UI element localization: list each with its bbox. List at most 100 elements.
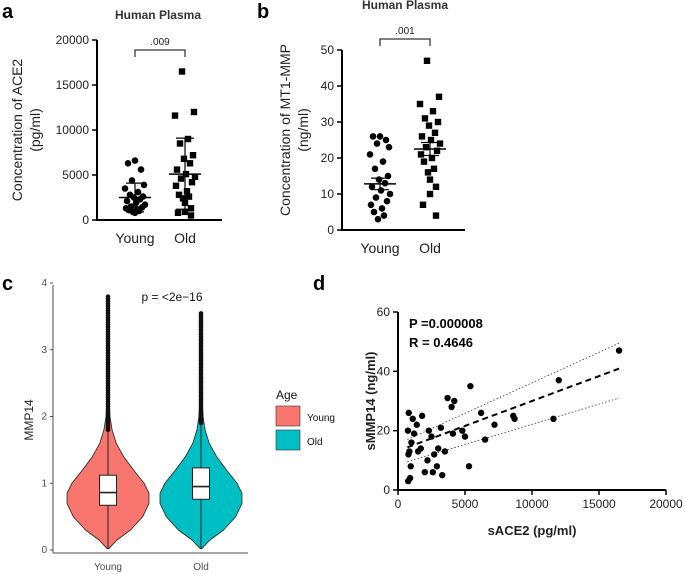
- panel-a-ylabel-line2: (pg/ml): [27, 108, 43, 152]
- panel-b-point-young: [377, 187, 385, 194]
- panel-a-point-old: [187, 212, 195, 219]
- panel-d-ytick-label: 20: [377, 424, 391, 438]
- panel-a-point-old: [177, 175, 185, 182]
- panel-d-point: [449, 430, 457, 437]
- panel-b-point-young: [366, 151, 374, 158]
- panel-d-xtick-label: 20000: [649, 497, 683, 511]
- panel-a-point-old: [189, 152, 197, 159]
- panel-a-point-old: [183, 188, 191, 195]
- panel-b-sig-bracket: [379, 38, 431, 46]
- panel-a-point-young: [121, 185, 129, 192]
- panel-a-ytick-label: 15000: [56, 78, 90, 92]
- panel-d-point: [410, 430, 418, 437]
- panel-b-ytick-label: 20: [321, 151, 335, 165]
- panel-a-ytick-label: 5000: [62, 168, 89, 182]
- panel-d-ytick-label: 40: [377, 364, 391, 378]
- panel-d-ylabel: sMMP14 (ng/ml): [363, 352, 378, 451]
- panel-b-category-old: Old: [419, 240, 441, 256]
- panel-b-point-old: [430, 165, 438, 172]
- panel-b-point-young: [383, 197, 391, 205]
- panel-b-point-old: [418, 133, 426, 140]
- panel-d-point: [439, 471, 446, 479]
- panel-d-point: [433, 463, 441, 470]
- panel-b-ylabel-line1: Concentration of MT1-MMP: [277, 44, 293, 216]
- panel-d-stat-r: R = 0.4646: [409, 335, 473, 350]
- panel-c-category-young: Young: [94, 562, 122, 573]
- panel-d-xtick-label: 0: [395, 497, 402, 511]
- panel-d-regression-line: [407, 367, 620, 449]
- panel-d-point: [465, 463, 473, 470]
- panel-d-point: [467, 382, 474, 390]
- panel-a-point-old: [185, 193, 193, 200]
- panel-d-ytick-label: 60: [377, 305, 391, 319]
- panel-b-ytick-label: 40: [321, 79, 335, 93]
- panel-a-point-young: [124, 160, 132, 167]
- panel-c-ytick-label: 4: [41, 278, 47, 289]
- panel-b-point-young: [375, 176, 383, 183]
- panel-a-sig-bracket: [134, 49, 186, 57]
- panel-d-point: [441, 448, 449, 455]
- panel-d-point: [430, 451, 438, 458]
- panel-a-category-old: Old: [174, 230, 196, 246]
- panel-letter-c: c: [2, 273, 13, 295]
- panel-b-point-old: [432, 212, 440, 219]
- panel-b-point-old: [426, 190, 434, 198]
- panel-c-legend-young-label: Young: [307, 413, 335, 424]
- panel-a-point-old: [188, 179, 196, 186]
- panel-c-pvalue: p = <2e−16: [141, 290, 202, 304]
- panel-d-ytick-label: 0: [383, 483, 390, 497]
- panel-b-point-old: [420, 158, 428, 165]
- panel-a-category-young: Young: [115, 230, 154, 246]
- panel-letter-d: d: [313, 273, 325, 295]
- panel-b-point-old: [426, 176, 434, 183]
- panel-d-point: [444, 394, 451, 402]
- panel-b-chart: Human Plasma Concentration of MT1-MMP (n…: [277, 0, 465, 256]
- panel-a-point-old: [190, 108, 198, 116]
- panel-a-point-old: [178, 68, 186, 75]
- panel-a-significance: .009: [150, 37, 170, 48]
- panel-c-legend-old-label: Old: [307, 437, 323, 448]
- panel-a-point-old: [191, 173, 199, 180]
- panel-a-point-old: [174, 209, 182, 216]
- panel-b-point-young: [382, 136, 390, 144]
- panel-a-ytick-label: 0: [82, 213, 89, 227]
- panel-b-point-young: [386, 190, 394, 198]
- panel-d-point: [615, 347, 623, 354]
- panel-c-box-young: [99, 474, 117, 506]
- panel-b-point-old: [428, 154, 436, 162]
- panel-a-point-young: [131, 157, 139, 164]
- panel-b-point-young: [369, 133, 377, 140]
- panel-c-legend-title: Age: [276, 388, 298, 402]
- panel-d-point: [491, 421, 498, 428]
- panel-d-point: [421, 469, 428, 476]
- panel-a-point-young: [131, 209, 139, 217]
- panel-d-point: [481, 436, 489, 443]
- panel-b-point-old: [424, 169, 432, 176]
- panel-d-xtick-label: 10000: [515, 497, 549, 511]
- panel-d-point: [414, 448, 422, 455]
- panel-b-point-old: [432, 183, 440, 190]
- panel-d-point: [459, 427, 466, 434]
- panel-a-point-old: [180, 155, 188, 162]
- panel-letter-b: b: [257, 1, 269, 23]
- panel-a-title: Human Plasma: [115, 8, 201, 22]
- panel-a-point-old: [171, 112, 179, 119]
- panel-b-ytick-label: 30: [321, 115, 335, 129]
- panel-b-point-old: [417, 151, 425, 158]
- panel-d-point: [510, 412, 517, 420]
- panel-c-outlier-young: [105, 294, 111, 299]
- panel-d-point: [448, 403, 455, 411]
- panel-a-point-old: [181, 208, 189, 216]
- panel-c-category-old: Old: [193, 562, 209, 573]
- panel-b-point-old: [435, 93, 443, 100]
- panel-d-point: [435, 445, 442, 452]
- panel-d-ci-upper: [407, 342, 620, 440]
- panel-b-point-old: [434, 118, 442, 126]
- panel-c-ylabel: MMP14: [22, 399, 36, 441]
- panel-b-point-old: [431, 129, 439, 136]
- panel-b-point-young: [374, 215, 382, 223]
- panel-b-point-old: [427, 136, 435, 144]
- panel-a-ytick-label: 20000: [56, 33, 90, 47]
- panel-a-point-young: [128, 177, 136, 184]
